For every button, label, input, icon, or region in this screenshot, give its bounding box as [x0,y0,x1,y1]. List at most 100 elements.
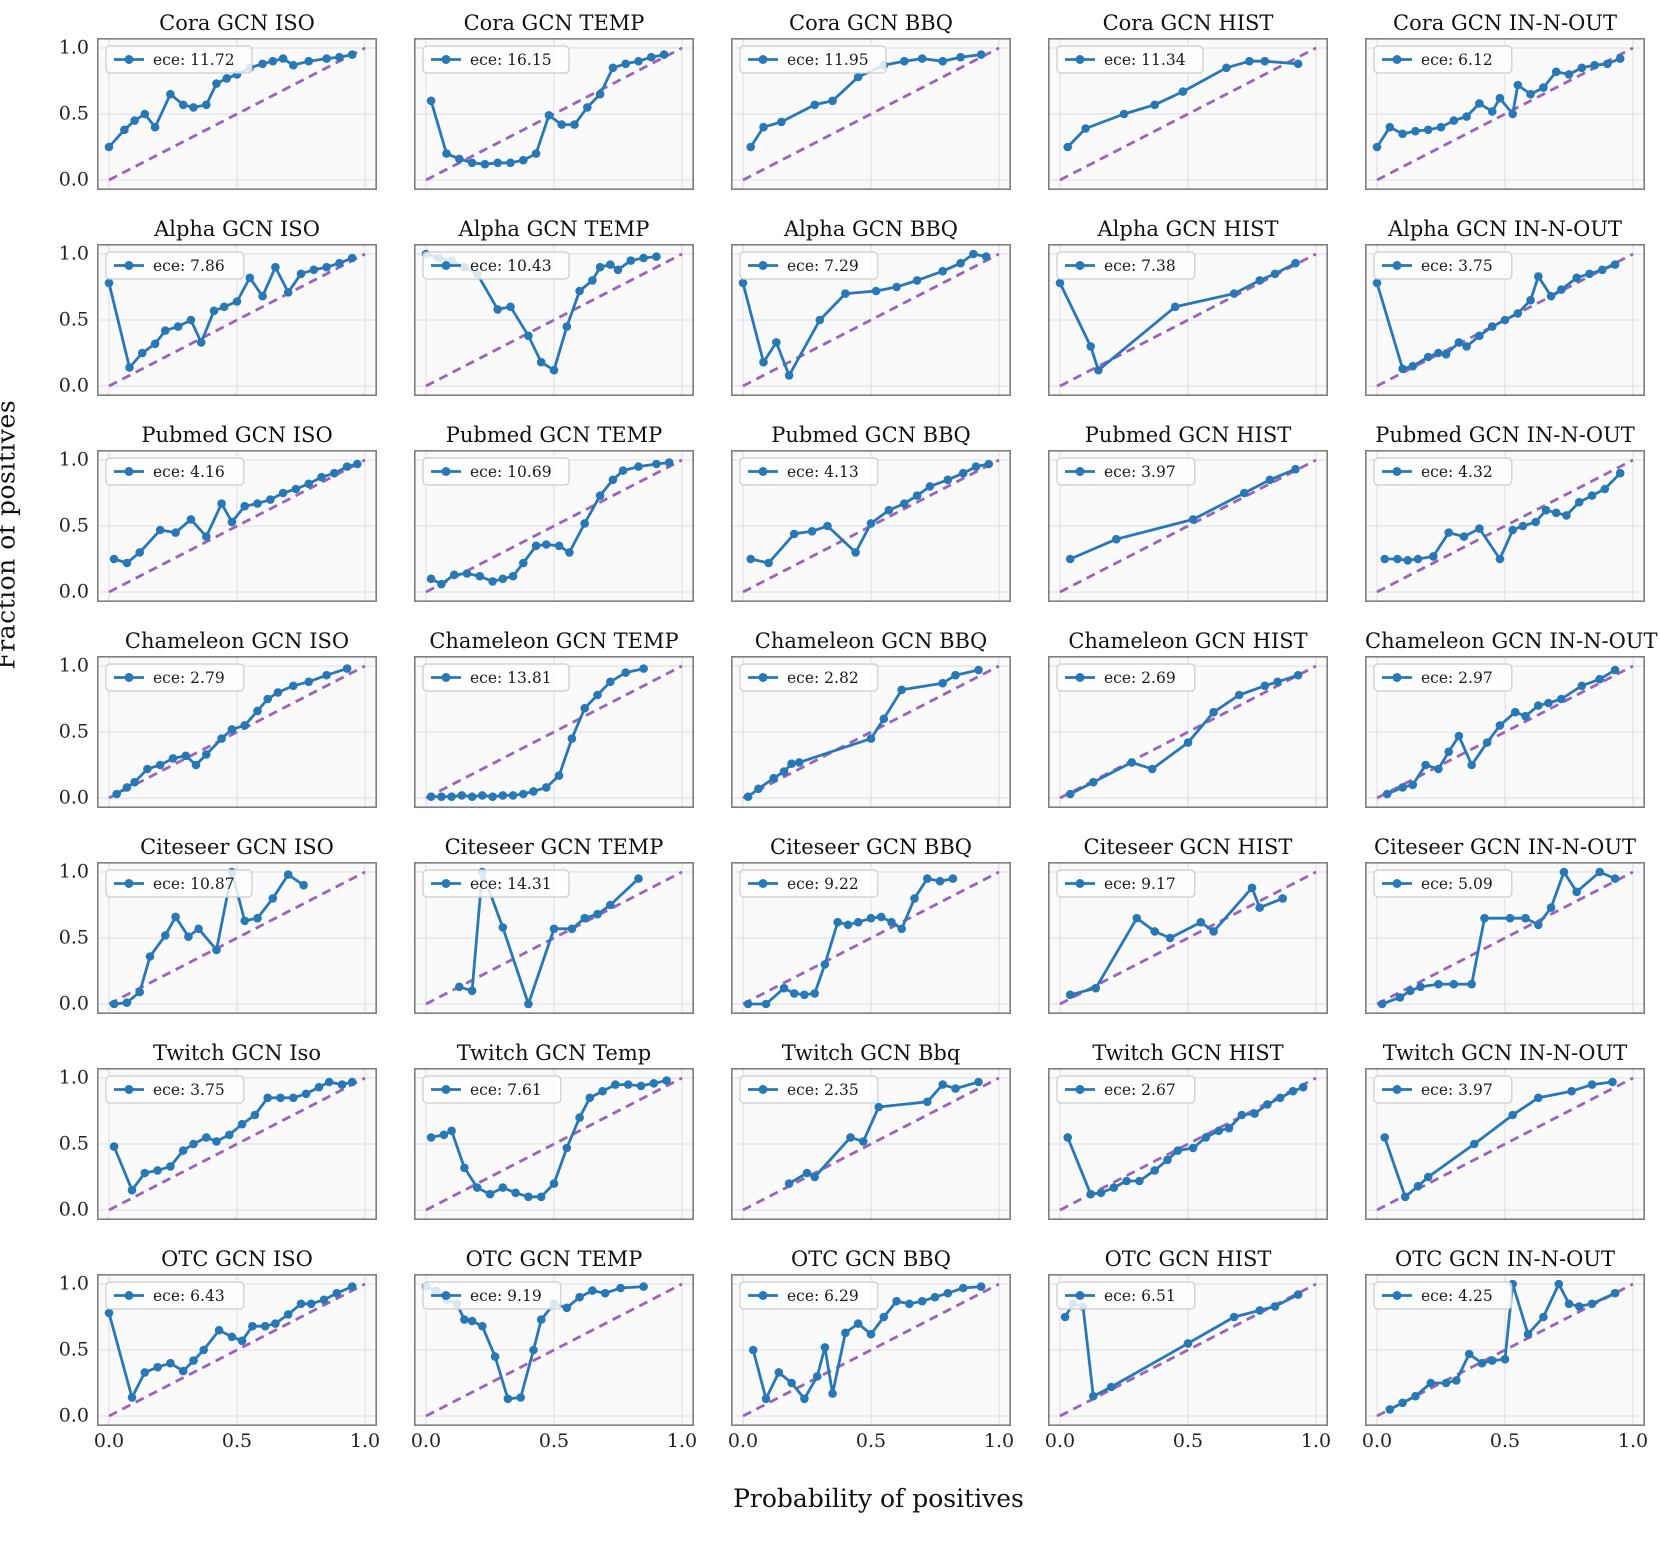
subplot: Cora GCN HIST ece: 11.34 [1048,10,1328,190]
legend-ece-label: ece: 4.25 [1421,1287,1493,1305]
plot-area: ece: 5.09 [1365,862,1645,1014]
legend-ece-label: ece: 4.13 [787,463,859,481]
subplot-title: Citeseer GCN HIST [1083,835,1293,859]
x-tick-label: 1.0 [983,1430,1015,1452]
calibration-plot-svg: ece: 9.17 [1048,862,1328,1014]
legend-ece-label: ece: 3.75 [1421,257,1493,275]
subplot-title: Pubmed GCN ISO [141,423,333,447]
calibration-plot-svg: ece: 7.86 [97,244,377,396]
legend-ece-label: ece: 3.97 [1421,1081,1493,1099]
calibration-plot-svg: ece: 11.95 [731,38,1011,190]
calibration-plot-svg: ece: 9.19 [414,1274,694,1426]
subplot: Alpha GCN BBQ ece: 7.29 [731,216,1011,396]
calibration-plot-svg: ece: 3.97 [1048,450,1328,602]
legend-ece-label: ece: 10.87 [153,875,235,893]
subplot-title: Chameleon GCN ISO [124,629,350,653]
legend: ece: 13.81 [422,663,570,692]
calibration-plot-svg: ece: 4.13 [731,450,1011,602]
y-tick-label: 0.0 [58,168,89,191]
diagonal-reference-line [1376,46,1634,182]
calibration-plot-svg: ece: 2.35 [731,1068,1011,1220]
subplot: Twitch GCN IN-N-OUT ece: 3.97 [1365,1040,1645,1220]
plot-area: ece: 7.86 1.0 0.5 0.0 [59,244,377,396]
legend-ece-label: ece: 7.86 [153,257,225,275]
legend: ece: 3.97 [1373,1075,1513,1104]
diagonal-reference-line [742,458,1000,594]
plot-area: ece: 3.97 [1048,450,1328,602]
subplot: Cora GCN TEMP ece: 16.15 [414,10,694,190]
legend-ece-label: ece: 3.75 [153,1081,225,1099]
legend-ece-label: ece: 6.12 [1421,51,1493,69]
legend: ece: 9.19 [422,1281,562,1310]
subplot-title: Alpha GCN ISO [154,217,320,241]
legend: ece: 2.35 [739,1075,879,1104]
subplot-title: Cora GCN BBQ [789,11,953,35]
subplot: Chameleon GCN ISO ece: 2.79 1.0 0.5 0.0 [59,628,377,808]
subplot: OTC GCN HIST ece: 6.51 0.0 0.5 1.0 [1045,1246,1331,1451]
legend: ece: 11.72 [105,45,253,74]
y-tick-label: 1.0 [58,654,89,677]
legend-ece-label: ece: 4.16 [153,463,225,481]
calibration-plot-svg: ece: 7.38 [1048,244,1328,396]
subplot-title: Chameleon GCN IN-N-OUT [1365,629,1658,653]
subplot-title: Twitch GCN Bbq [781,1041,961,1065]
calibration-plot-svg: ece: 5.09 [1365,862,1645,1014]
legend-ece-label: ece: 2.69 [1104,669,1176,687]
legend: ece: 3.75 [1373,251,1513,280]
legend: ece: 7.61 [422,1075,562,1104]
legend-ece-label: ece: 2.82 [787,669,859,687]
diagonal-reference-line [108,1282,366,1418]
x-tick-label: 0.0 [1044,1430,1076,1452]
legend: ece: 2.79 [105,663,245,692]
calibration-plot-svg: ece: 3.97 [1365,1068,1645,1220]
subplot: Pubmed GCN HIST ece: 3.97 [1048,422,1328,602]
calibration-curve [1068,886,1285,997]
calibration-plot-svg: ece: 2.67 [1048,1068,1328,1220]
plot-area: ece: 3.75 1.0 0.5 0.0 [59,1068,377,1220]
legend: ece: 10.87 [105,869,253,898]
diagonal-reference-line [108,1076,366,1212]
plot-area: ece: 10.87 1.0 0.5 0.0 [59,862,377,1014]
plot-area: ece: 11.34 [1048,38,1328,190]
plot-area: ece: 14.31 [414,862,694,1014]
calibration-plot-svg: ece: 10.87 [97,862,377,1014]
subplot: Twitch GCN Temp ece: 7.61 [414,1040,694,1220]
subplot: Cora GCN IN-N-OUT ece: 6.12 [1365,10,1645,190]
legend-ece-label: ece: 11.72 [153,51,235,69]
plot-area: ece: 11.72 1.0 0.5 0.0 [59,38,377,190]
x-tick-label: 0.5 [1489,1430,1521,1452]
diagonal-reference-line [742,664,1000,800]
legend-ece-label: ece: 2.35 [787,1081,859,1099]
diagonal-reference-line [425,664,683,800]
calibration-plot-svg: ece: 4.16 [97,450,377,602]
legend-ece-label: ece: 7.29 [787,257,859,275]
legend-ece-label: ece: 7.38 [1104,257,1176,275]
diagonal-reference-line [108,664,366,800]
calibration-plot-svg: ece: 6.12 [1365,38,1645,190]
x-tick-label: 0.0 [1361,1430,1393,1452]
diagonal-reference-line [742,1282,1000,1418]
legend: ece: 7.38 [1056,251,1196,280]
calibration-curve [1380,870,1617,1006]
subplot-title: Citeseer GCN ISO [140,835,334,859]
plot-area: ece: 2.79 1.0 0.5 0.0 [59,656,377,808]
calibration-plot-svg: ece: 6.51 [1048,1274,1328,1426]
legend: ece: 3.75 [105,1075,245,1104]
calibration-plot-svg: ece: 9.22 [731,862,1011,1014]
calibration-plot-svg: ece: 7.29 [731,244,1011,396]
legend: ece: 5.09 [1373,869,1513,898]
y-tick-label: 1.0 [58,448,89,471]
legend: ece: 10.43 [422,251,570,280]
x-tick-label: 0.0 [410,1430,442,1452]
subplot-title: Cora GCN HIST [1102,11,1274,35]
calibration-plot-svg: ece: 7.61 [414,1068,694,1220]
plot-area: ece: 7.29 [731,244,1011,396]
legend-ece-label: ece: 2.97 [1421,669,1493,687]
legend: ece: 11.34 [1056,45,1204,74]
legend: ece: 14.31 [422,869,570,898]
calibration-plot-svg: ece: 2.79 [97,656,377,808]
subplot: OTC GCN TEMP ece: 9.19 0.0 0.5 1.0 [411,1246,697,1451]
calibration-plot-svg: ece: 2.69 [1048,656,1328,808]
x-tick-label: 0.5 [538,1430,570,1452]
x-tick-label: 1.0 [666,1430,698,1452]
